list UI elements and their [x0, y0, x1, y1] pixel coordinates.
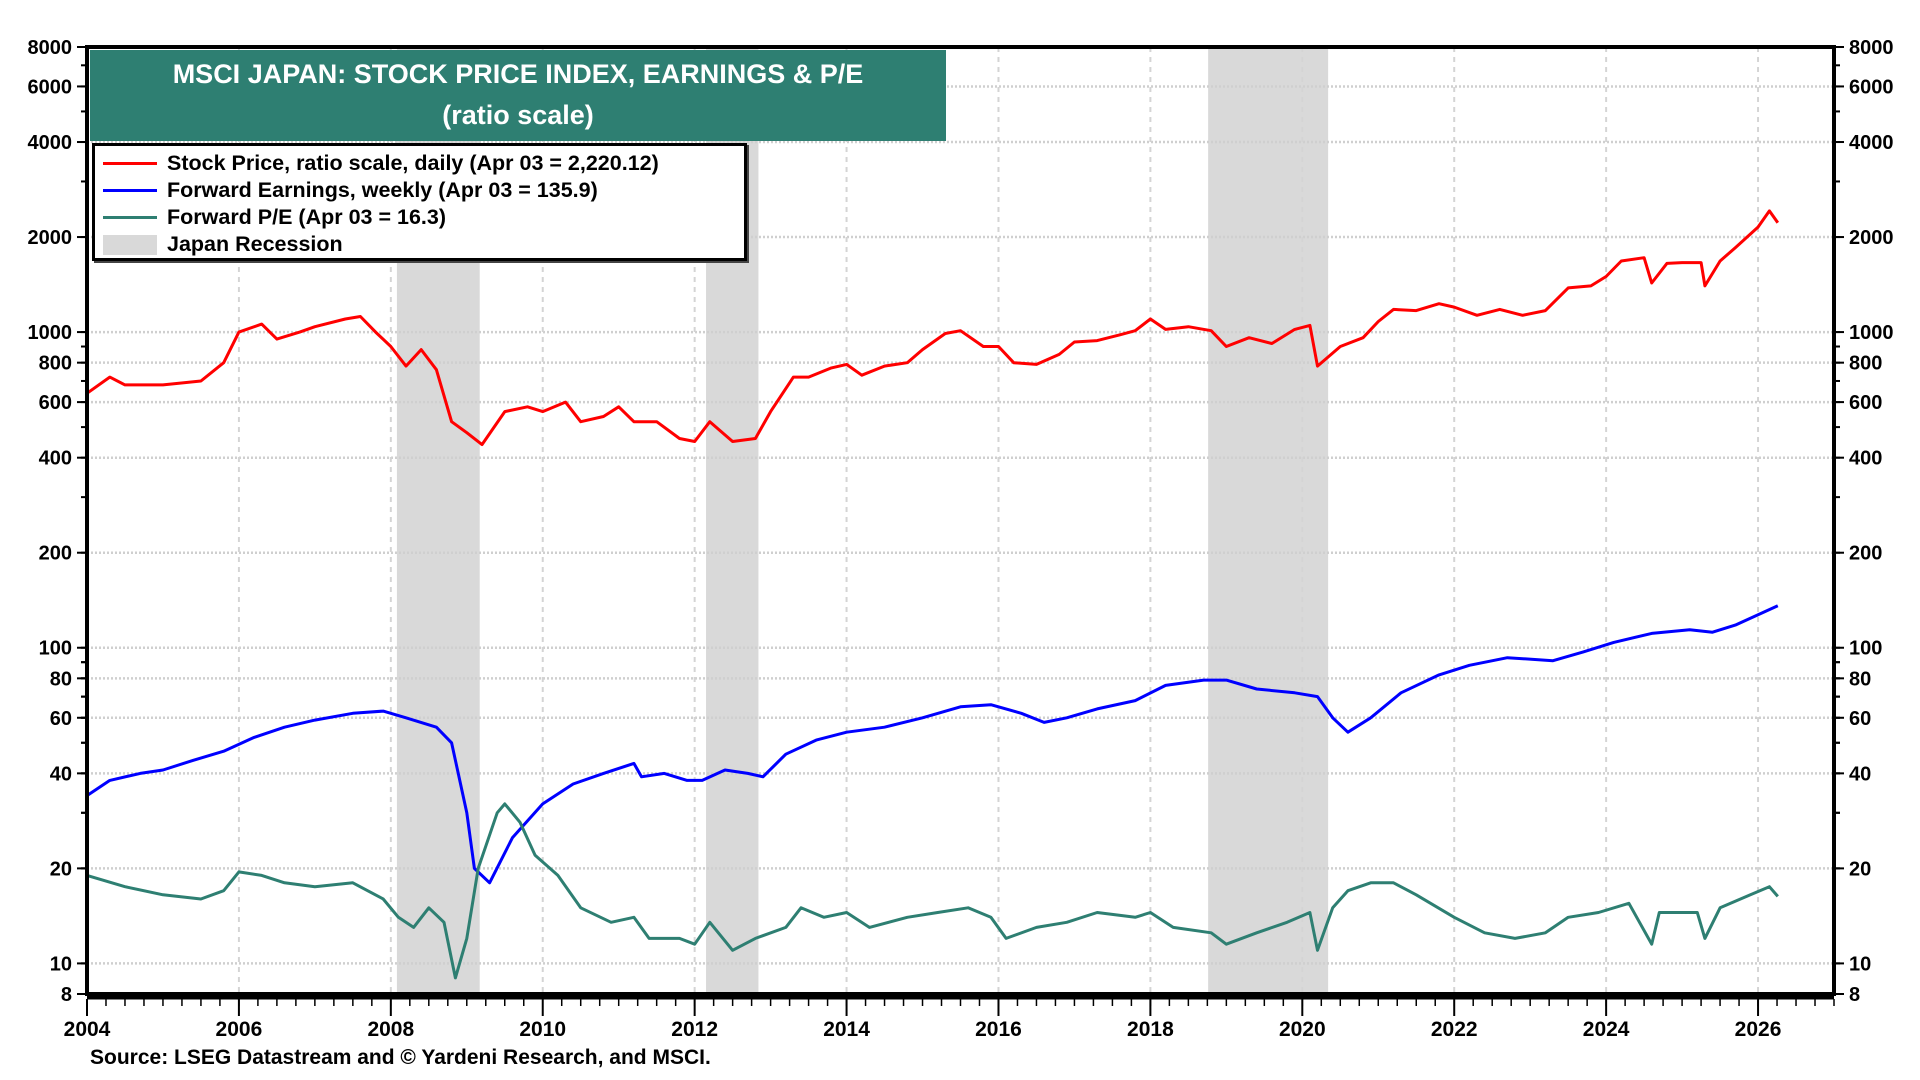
legend-swatch-blue [103, 189, 157, 192]
y-tick-label-right: 80 [1849, 668, 1871, 690]
chart-title-box: MSCI JAPAN: STOCK PRICE INDEX, EARNINGS … [90, 50, 946, 141]
chart-subtitle: (ratio scale) [442, 100, 594, 130]
y-tick-label-left: 2000 [28, 227, 73, 249]
y-tick-label-left: 20 [50, 858, 72, 880]
legend-label: Forward P/E (Apr 03 = 16.3) [167, 205, 446, 229]
y-tick-label-right: 20 [1849, 858, 1871, 880]
legend-item-forward-pe: Forward P/E (Apr 03 = 16.3) [103, 204, 744, 231]
y-tick-label-left: 200 [39, 543, 72, 565]
y-tick-label-left: 1000 [28, 322, 73, 344]
y-tick-label-right: 1000 [1849, 322, 1894, 344]
y-tick-label-right: 600 [1849, 392, 1882, 414]
legend: Stock Price, ratio scale, daily (Apr 03 … [92, 143, 747, 261]
legend-item-stock-price: Stock Price, ratio scale, daily (Apr 03 … [103, 150, 744, 177]
y-tick-label-left: 4000 [28, 132, 73, 154]
y-tick-label-left: 60 [50, 708, 72, 730]
x-tick-label: 2014 [823, 1018, 870, 1041]
y-tick-label-left: 80 [50, 668, 72, 690]
x-tick-label: 2022 [1431, 1018, 1478, 1041]
x-tick-label: 2012 [671, 1018, 718, 1041]
chart-title: MSCI JAPAN: STOCK PRICE INDEX, EARNINGS … [172, 59, 864, 89]
x-tick-label: 2008 [367, 1018, 414, 1041]
y-tick-label-right: 60 [1849, 708, 1871, 730]
y-tick-label-right: 2000 [1849, 227, 1894, 249]
series-line-0 [86, 209, 1780, 447]
x-tick-label: 2016 [975, 1018, 1022, 1041]
y-tick-label-right: 400 [1849, 448, 1882, 470]
x-tick-label: 2020 [1279, 1018, 1326, 1041]
y-tick-label-right: 8000 [1849, 37, 1894, 59]
legend-swatch-red [103, 162, 157, 165]
legend-swatch-gray [103, 234, 157, 255]
series-lines [86, 209, 1780, 980]
recession-band [1208, 47, 1329, 994]
x-tick-label: 2010 [519, 1018, 566, 1041]
y-tick-label-right: 800 [1849, 353, 1882, 375]
y-tick-label-left: 6000 [28, 76, 73, 98]
y-tick-label-right: 8 [1849, 984, 1860, 1006]
legend-item-recession: Japan Recession [103, 231, 744, 258]
x-tick-label: 2018 [1127, 1018, 1174, 1041]
y-tick-label-left: 100 [39, 638, 72, 660]
x-tick-label: 2026 [1735, 1018, 1782, 1041]
y-tick-label-left: 800 [39, 353, 72, 375]
y-tick-label-left: 8000 [28, 37, 73, 59]
series-line-1 [86, 604, 1779, 885]
y-tick-label-right: 6000 [1849, 76, 1894, 98]
source-note: Source: LSEG Datastream and © Yardeni Re… [90, 1046, 711, 1069]
y-tick-label-right: 200 [1849, 543, 1882, 565]
y-tick-label-left: 400 [39, 448, 72, 470]
y-tick-label-right: 4000 [1849, 132, 1894, 154]
series-line-2 [86, 802, 1779, 980]
legend-item-forward-earnings: Forward Earnings, weekly (Apr 03 = 135.9… [103, 177, 744, 204]
y-tick-label-left: 10 [50, 953, 72, 975]
legend-swatch-teal [103, 216, 157, 219]
legend-label: Japan Recession [167, 232, 343, 256]
legend-label: Stock Price, ratio scale, daily (Apr 03 … [167, 151, 659, 175]
plot-frame [85, 45, 1836, 996]
x-tick-label: 2004 [64, 1018, 111, 1041]
y-tick-label-right: 10 [1849, 953, 1871, 975]
y-tick-label-right: 100 [1849, 638, 1882, 660]
y-tick-label-left: 600 [39, 392, 72, 414]
x-tick-label: 2024 [1583, 1018, 1630, 1041]
y-tick-label-left: 40 [50, 763, 72, 785]
x-tick-label: 2006 [216, 1018, 263, 1041]
y-tick-label-right: 40 [1849, 763, 1871, 785]
legend-label: Forward Earnings, weekly (Apr 03 = 135.9… [167, 178, 598, 202]
y-tick-label-left: 8 [61, 984, 72, 1006]
